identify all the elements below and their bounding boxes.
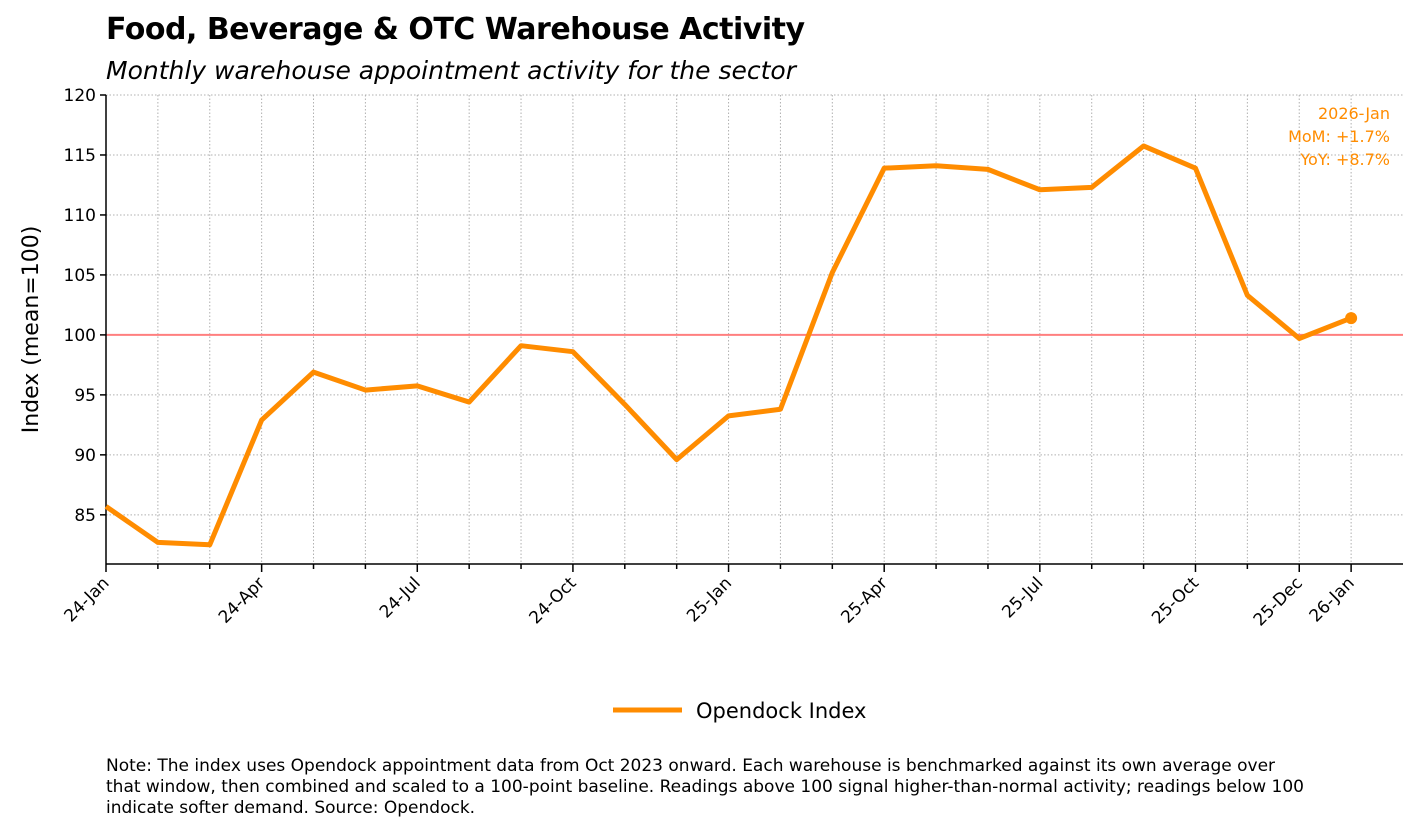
x-tick-label: 24-Jan [61, 573, 114, 626]
annotation-line: MoM: +1.7% [1288, 127, 1390, 146]
x-tick-label: 25-Oct [1148, 573, 1203, 628]
y-tick-label: 120 [64, 86, 96, 106]
y-tick-label: 105 [64, 266, 96, 286]
x-tick-label: 24-Apr [215, 573, 269, 627]
y-tick-label: 85 [74, 506, 96, 526]
chart-subtitle: Monthly warehouse appointment activity f… [106, 56, 797, 85]
x-tick-label: 24-Jul [376, 573, 425, 622]
x-tick-label: 25-Dec [1250, 573, 1307, 630]
last-point-marker [1345, 312, 1358, 325]
x-tick-label: 25-Jul [998, 573, 1047, 622]
footnote: Note: The index uses Opendock appointmen… [106, 756, 1304, 818]
annotation-line: YoY: +8.7% [1299, 150, 1390, 169]
x-tick-label: 26-Jan [1306, 573, 1359, 626]
x-tick-label: 24-Oct [526, 573, 581, 628]
x-tick-label: 25-Jan [683, 573, 736, 626]
y-tick-label: 115 [64, 146, 96, 166]
y-tick-label: 100 [64, 326, 96, 346]
legend-label: Opendock Index [696, 699, 866, 723]
y-axis-label: Index (mean=100) [19, 226, 44, 434]
series-line-opendock-index [104, 143, 1353, 548]
chart-title: Food, Beverage & OTC Warehouse Activity [106, 12, 805, 47]
y-tick-label: 110 [64, 206, 96, 226]
annotation-line: 2026-Jan [1318, 104, 1390, 123]
y-tick-label: 90 [74, 446, 96, 466]
x-tick-label: 25-Apr [837, 573, 891, 627]
y-tick-label: 95 [74, 386, 96, 406]
